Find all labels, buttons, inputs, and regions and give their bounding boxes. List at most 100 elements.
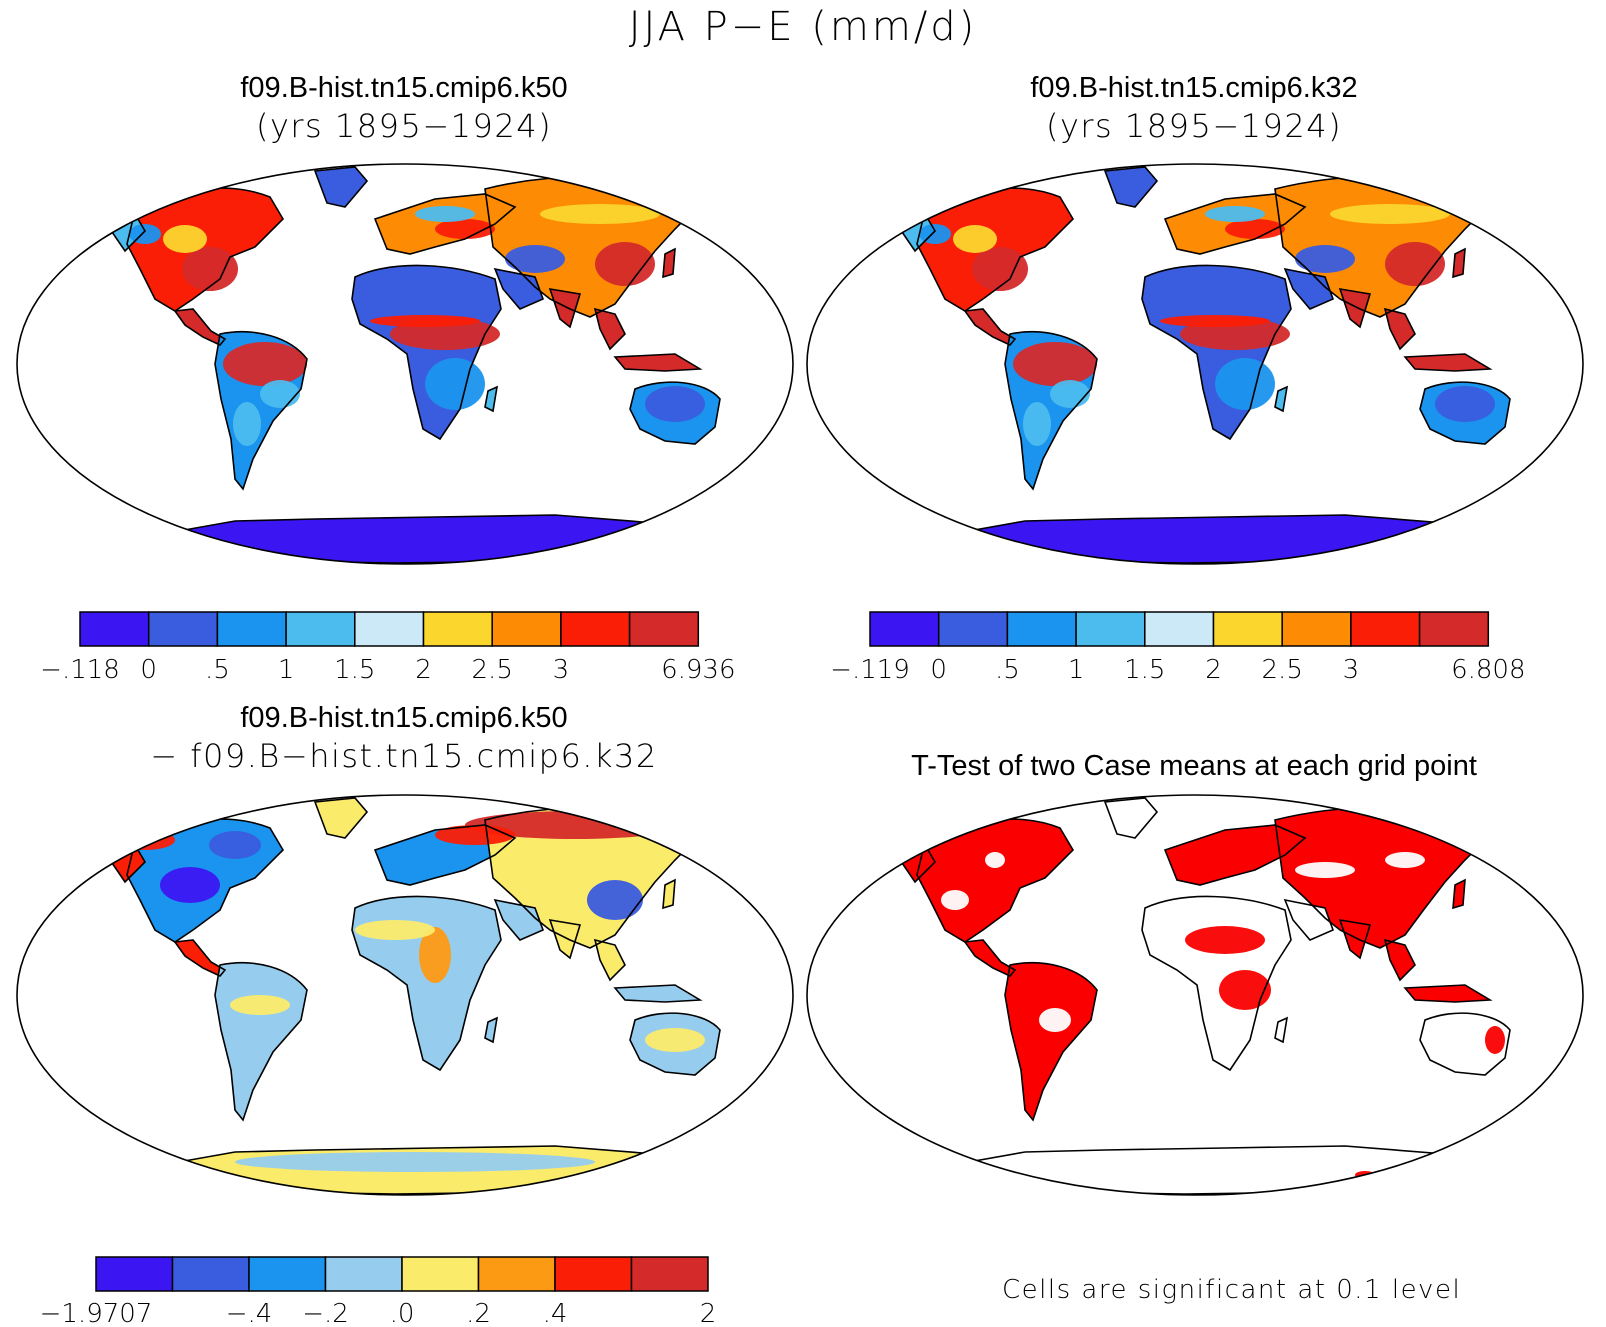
colorbar-label-7: 3 — [1343, 655, 1360, 685]
map-panel-k50 — [16, 163, 794, 565]
field-patch-13 — [540, 204, 660, 224]
land-japan — [663, 249, 675, 277]
field-patch-8 — [230, 995, 290, 1015]
panel-1-title: f09.B-hist.tn15.cmip6.k50 (yrs 1895−1924… — [16, 72, 792, 145]
land-greenland — [1105, 798, 1157, 838]
panel-4-title: T-Test of two Case means at each grid po… — [806, 750, 1582, 783]
colorbar-label-2: −.4 — [226, 1299, 273, 1327]
land-asia — [1275, 807, 1495, 948]
land-africa — [352, 265, 501, 439]
field-patch-1 — [985, 852, 1005, 868]
map-border — [16, 163, 794, 565]
field-patch-1 — [953, 225, 997, 253]
coastline-seAsia — [1383, 938, 1416, 982]
colorbar-label-4: 1.5 — [1124, 655, 1165, 685]
coastline-africa — [1141, 895, 1292, 1072]
field-patch-2 — [129, 224, 161, 244]
map-panel-difference — [16, 794, 794, 1196]
colorbar-box-6 — [1281, 611, 1352, 647]
field-patch-2 — [1039, 1008, 1071, 1032]
colorbar-label-9: 6.808 — [1451, 655, 1525, 685]
coastline-indonesia — [613, 984, 703, 1003]
field-patch-4 — [1219, 970, 1271, 1010]
land-asia — [485, 807, 705, 948]
field-patch-6 — [1385, 852, 1425, 868]
land-southAmerica — [1005, 962, 1097, 1120]
colorbar-box-1 — [147, 611, 219, 647]
colorbar-label-5: 2 — [415, 655, 432, 685]
colorbar-label-9: 6.936 — [661, 655, 735, 685]
colorbar-box-1 — [937, 611, 1009, 647]
significance-note: Cells are significant at 0.1 level — [1002, 1275, 1462, 1305]
land-europe — [1165, 825, 1305, 885]
land-centralAmerica — [965, 309, 1015, 345]
coastline-europe — [1163, 824, 1307, 886]
colorbar-box-7 — [630, 1256, 709, 1292]
coastline-africa — [1141, 264, 1292, 441]
panel-1-title-case: f09.B-hist.tn15.cmip6.k50 — [240, 72, 568, 104]
land-arabia — [1285, 269, 1333, 309]
field-patch-11 — [1385, 242, 1445, 286]
colorbar-box-3 — [285, 611, 356, 647]
land-arabia — [495, 269, 543, 309]
colorbar-box-4 — [354, 611, 425, 647]
field-patch-10 — [235, 1152, 595, 1172]
colorbar-box-0 — [79, 611, 150, 647]
coastline-centralAmerica — [963, 308, 1017, 346]
field-patch-14 — [435, 219, 495, 239]
colorbar-box-3 — [1075, 611, 1146, 647]
coastline-europe — [373, 824, 517, 886]
coastline-arabia — [493, 898, 545, 941]
map-border — [806, 794, 1584, 1196]
coastline-southAmerica — [1004, 962, 1098, 1122]
coastline-centralAmerica — [173, 308, 227, 346]
colorbar-box-4 — [401, 1256, 480, 1292]
colorbar-k50: −.118 0 .5 1 1.5 2 2.5 3 6.936 — [40, 611, 736, 685]
colorbar-label-0: −1.9707 — [40, 1299, 153, 1327]
colorbar-label-3: 1 — [278, 655, 295, 685]
field-patch-15 — [1435, 386, 1495, 422]
colorbar-box-4 — [1144, 611, 1215, 647]
panel-3-title-minus: − f09.B−hist.tn15.cmip6.k32 — [150, 737, 658, 775]
colorbar-label-0: −.119 — [830, 655, 910, 685]
land-arabia — [1285, 900, 1333, 940]
coastline-southAmerica — [214, 962, 308, 1122]
colorbar-box-2 — [1006, 611, 1077, 647]
coastline-india — [548, 918, 582, 960]
panel-2-title-years: (yrs 1895−1924) — [1045, 107, 1343, 145]
colorbar-box-2 — [216, 611, 287, 647]
field-patch-12 — [505, 245, 565, 273]
colorbar-box-5 — [477, 1256, 556, 1292]
land-centralAmerica — [965, 940, 1015, 976]
coastline-europe — [373, 193, 517, 255]
colorbar-box-0 — [95, 1256, 174, 1292]
colorbar-label-6: 2.5 — [472, 655, 513, 685]
coastline-madagascar — [484, 1016, 499, 1044]
field-patch-0 — [182, 247, 238, 291]
coastline-madagascar — [1274, 1016, 1289, 1044]
field-patch-16 — [1205, 206, 1265, 222]
field-patch-9 — [645, 1028, 705, 1052]
field-patch-3 — [1185, 926, 1265, 954]
colorbar-box-0 — [869, 611, 940, 647]
coastline-australia — [629, 1012, 721, 1076]
field-patch-5 — [233, 402, 261, 446]
panel-3-title-case: f09.B-hist.tn15.cmip6.k50 — [240, 702, 568, 734]
field-patch-14 — [1225, 219, 1285, 239]
coastline-europe — [1163, 193, 1307, 255]
coastline-southAmerica — [1004, 331, 1098, 491]
field-patch-6 — [1150, 280, 1250, 308]
field-patch-9 — [1215, 358, 1275, 410]
coastline-australia — [1419, 1012, 1511, 1076]
colorbar-label-3: −.2 — [302, 1299, 349, 1327]
coastline-japan — [662, 878, 676, 910]
coastline-japan — [1452, 247, 1466, 279]
coastline-seAsia — [593, 307, 626, 351]
field-patch-12 — [1295, 245, 1355, 273]
colorbar-box-8 — [628, 611, 700, 647]
land-indonesia — [1405, 354, 1490, 371]
coastline-arabia — [493, 267, 545, 310]
colorbar-box-7 — [1350, 611, 1421, 647]
colorbar-box-3 — [324, 1256, 403, 1292]
colorbar-box-6 — [491, 611, 562, 647]
